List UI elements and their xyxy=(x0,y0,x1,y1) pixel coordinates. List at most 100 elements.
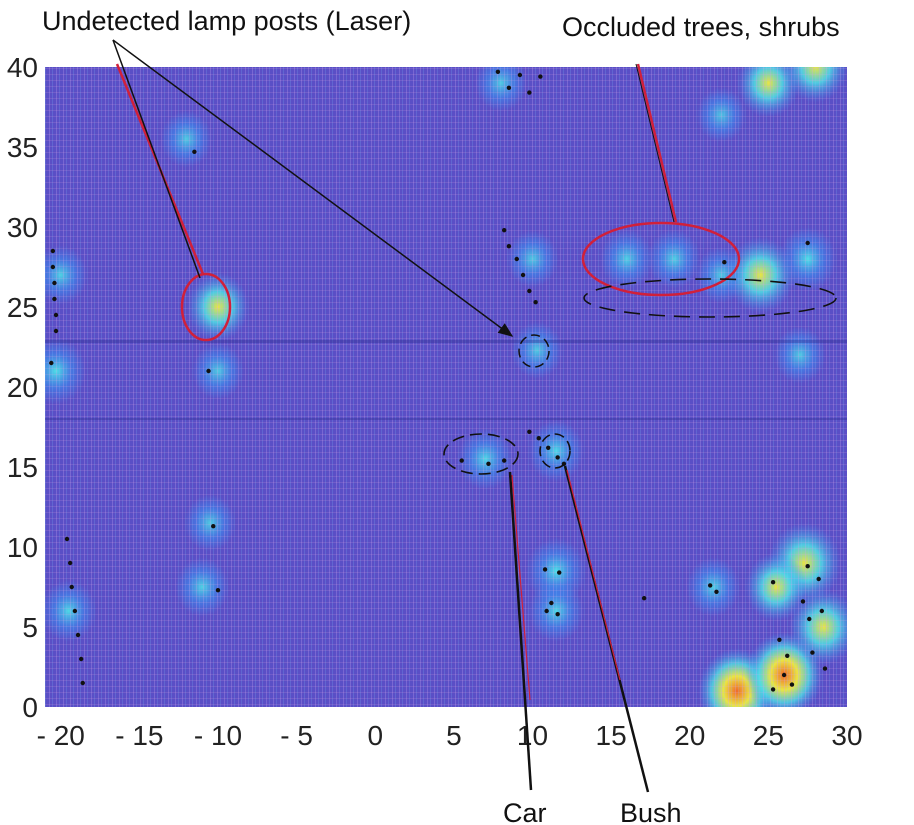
detection-point xyxy=(722,260,727,265)
detection-point xyxy=(75,632,81,638)
detection-point xyxy=(69,584,74,590)
x-tick-label: 30 xyxy=(831,720,862,751)
detection-point xyxy=(501,228,507,233)
x-tick-label: 20 xyxy=(674,720,705,751)
lamp-post-circle-left xyxy=(180,272,232,342)
detection-point xyxy=(527,288,532,294)
detection-point xyxy=(72,608,78,614)
detection-point xyxy=(785,653,790,658)
scanline-texture xyxy=(45,67,847,707)
annotation-occluded-trees-label: Occluded trees, shrubs xyxy=(562,12,840,42)
detection-point xyxy=(641,596,647,601)
occluded-trees-leader xyxy=(636,63,678,223)
detection-point xyxy=(714,589,719,594)
detection-point xyxy=(64,536,70,542)
detection-point xyxy=(542,567,548,572)
x-tick-label: 10 xyxy=(517,720,548,751)
detection-point xyxy=(538,74,543,79)
x-tick-label: 0 xyxy=(367,720,383,751)
x-tick-label: - 20 xyxy=(37,720,85,751)
annotation-car-label: Car xyxy=(503,798,547,825)
y-tick-label: 35 xyxy=(7,132,38,163)
detection-point xyxy=(770,687,776,692)
detection-point xyxy=(50,248,56,254)
detection-point xyxy=(486,461,491,466)
detection-point xyxy=(506,244,512,249)
detection-point xyxy=(215,588,221,593)
detection-point xyxy=(527,429,532,434)
detection-point xyxy=(211,524,216,529)
lamp-post-leader-black-1 xyxy=(112,39,201,279)
detection-point xyxy=(810,650,815,655)
detection-point xyxy=(805,240,810,246)
detection-point xyxy=(50,264,56,270)
detection-point xyxy=(770,580,776,585)
y-tick-label: 15 xyxy=(7,452,38,483)
occluded-trees-leader-outline xyxy=(635,63,675,223)
detection-point xyxy=(822,666,828,671)
detection-point xyxy=(533,300,538,305)
detection-points xyxy=(49,69,828,692)
detection-point xyxy=(555,455,560,460)
detection-point xyxy=(517,72,523,78)
y-tick-label: 25 xyxy=(7,292,38,323)
detection-point xyxy=(777,637,782,642)
y-axis: 0 5 10 15 20 25 30 35 40 xyxy=(7,52,38,723)
detection-point xyxy=(49,360,54,366)
x-tick-label: 15 xyxy=(596,720,627,751)
y-tick-label: 40 xyxy=(7,52,38,83)
detection-point xyxy=(78,656,84,662)
annotation-bush-label: Bush xyxy=(620,798,682,825)
lamp-post-leader-black-2 xyxy=(112,39,514,337)
detection-point xyxy=(514,256,519,262)
horizontal-band xyxy=(45,418,847,420)
detection-point xyxy=(800,599,806,604)
detection-point xyxy=(506,85,512,91)
detection-point xyxy=(53,328,59,334)
detection-point xyxy=(819,608,825,614)
detection-point xyxy=(459,458,464,463)
detection-point xyxy=(53,312,59,318)
detection-point xyxy=(495,69,501,75)
detection-point xyxy=(206,368,211,374)
x-tick-label: - 5 xyxy=(280,720,313,751)
y-tick-label: 30 xyxy=(7,212,38,243)
detection-point xyxy=(789,682,795,687)
car-dashed-ellipse xyxy=(443,433,519,475)
detection-point xyxy=(807,616,812,622)
occluded-trees-red-ellipse xyxy=(581,221,741,297)
x-tick-label: 25 xyxy=(753,720,784,751)
detection-point xyxy=(549,600,554,606)
y-tick-label: 0 xyxy=(22,692,38,723)
bush-leader xyxy=(563,465,650,793)
detection-point xyxy=(52,280,57,286)
detection-point xyxy=(520,272,526,278)
detection-point xyxy=(192,149,197,154)
detection-point xyxy=(557,570,562,575)
detection-point xyxy=(536,436,541,441)
detection-point xyxy=(52,296,57,302)
bush-leader-red xyxy=(566,469,621,681)
occluded-trees-dashed-ellipse xyxy=(583,278,837,318)
annotations: Undetected lamp posts (Laser) Occluded t… xyxy=(42,6,840,825)
y-tick-label: 10 xyxy=(7,532,38,563)
x-tick-label: - 10 xyxy=(194,720,242,751)
bush-dashed-ellipse xyxy=(539,433,571,469)
detection-point xyxy=(67,560,73,566)
car-leader-red xyxy=(511,474,531,701)
detection-point xyxy=(555,612,560,617)
detection-point xyxy=(816,576,821,582)
detection-point xyxy=(707,583,713,588)
lamp-post-circle-center xyxy=(518,334,550,368)
detection-point xyxy=(527,90,532,95)
detection-point xyxy=(544,608,549,614)
x-axis: - 20 - 15 - 10 - 5 0 5 10 15 20 25 30 xyxy=(37,720,863,751)
detection-point xyxy=(546,445,551,450)
x-tick-label: 5 xyxy=(446,720,462,751)
y-tick-label: 5 xyxy=(22,612,38,643)
detection-point xyxy=(805,564,810,569)
detection-point xyxy=(501,458,507,463)
y-tick-label: 20 xyxy=(7,372,38,403)
